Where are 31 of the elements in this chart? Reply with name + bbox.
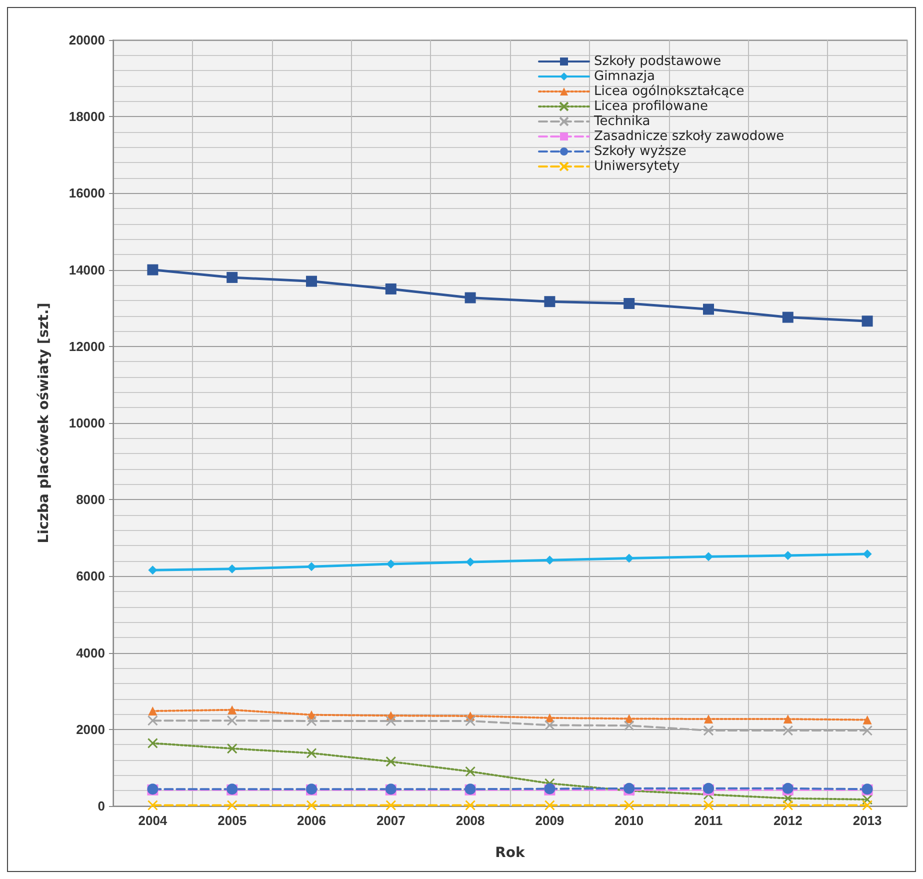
legend-label: Technika: [593, 114, 650, 129]
y-tick-label: 20000: [68, 32, 105, 48]
legend-label: Uniwersytety: [594, 159, 680, 174]
x-tick-label: 2005: [218, 813, 247, 828]
legend-label: Szkoły wyższe: [594, 144, 686, 159]
legend-label: Gimnazja: [594, 69, 655, 84]
y-tick-label: 12000: [68, 338, 105, 354]
y-tick-label: 16000: [68, 186, 105, 201]
y-tick-label: 14000: [68, 262, 105, 278]
legend-label: Szkoły podstawowe: [594, 54, 722, 69]
x-tick-label: 2010: [614, 813, 644, 828]
x-tick-label: 2004: [138, 813, 168, 828]
x-tick-label: 2006: [297, 813, 326, 828]
y-tick-label: 2000: [76, 722, 105, 737]
legend-label: Zasadnicze szkoły zawodowe: [594, 129, 784, 144]
y-tick-label: 0: [98, 798, 105, 814]
legend-label: Licea ogólnokształcące: [594, 84, 744, 99]
y-axis-title: Liczba placówek oświaty [szt.]: [36, 302, 52, 544]
y-tick-label: 8000: [76, 492, 105, 508]
x-tick-label: 2007: [376, 813, 406, 828]
x-tick-label: 2009: [535, 813, 564, 828]
x-axis-title: Rok: [495, 845, 526, 861]
x-tick-label: 2008: [456, 813, 485, 828]
y-tick-label: 18000: [68, 109, 105, 124]
legend-label: Licea profilowane: [594, 99, 708, 114]
y-tick-label: 6000: [76, 568, 105, 584]
x-tick-label: 2013: [852, 813, 882, 828]
x-tick-label: 2012: [773, 813, 802, 828]
y-tick-label: 10000: [68, 416, 105, 430]
y-tick-label: 4000: [76, 645, 105, 660]
x-tick-label: 2011: [694, 813, 723, 828]
